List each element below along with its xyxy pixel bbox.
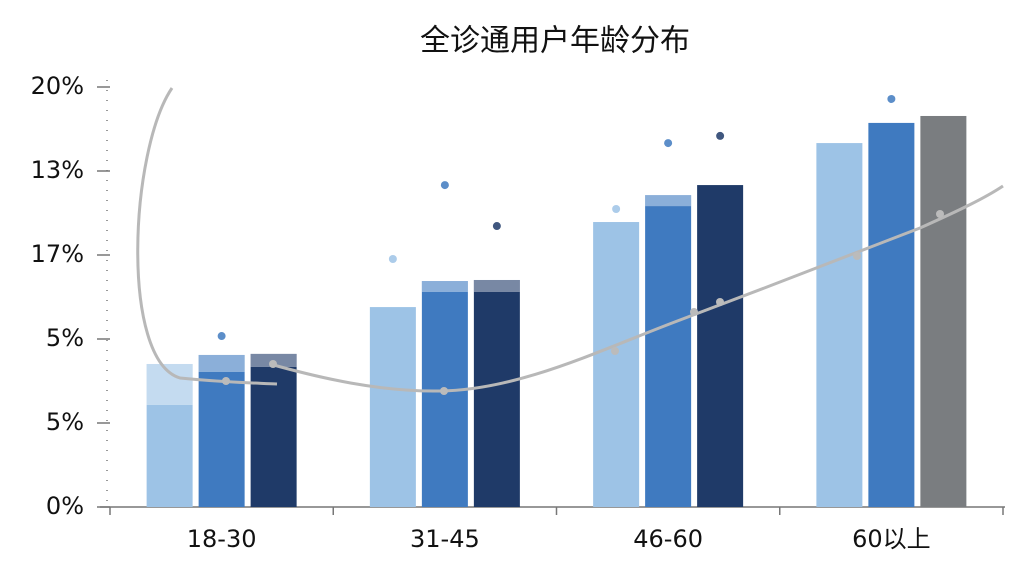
y-tick-label: 5% <box>46 408 84 436</box>
bar-cap <box>421 281 468 292</box>
bars <box>146 115 967 507</box>
bar <box>473 291 520 507</box>
dot <box>388 254 397 263</box>
dot <box>612 205 621 214</box>
bar-cap-tint <box>645 195 692 207</box>
bar <box>593 222 640 507</box>
dot <box>492 222 501 231</box>
dot <box>217 332 226 341</box>
bar <box>868 122 915 507</box>
bar <box>250 366 297 507</box>
y-tick-label: 13% <box>31 156 84 184</box>
y-tick-label: 5% <box>46 324 84 352</box>
bar <box>369 307 416 507</box>
bar-cap <box>473 279 520 292</box>
bar <box>645 206 692 507</box>
bar-cap-tint <box>146 363 193 405</box>
bar-cap-tint <box>473 279 520 292</box>
bar <box>920 115 967 507</box>
dot <box>440 181 449 190</box>
dot <box>716 131 725 140</box>
dot <box>887 94 896 103</box>
x-tick-label: 31-45 <box>410 525 480 553</box>
bar-cap <box>198 354 245 372</box>
y-tick-label: 17% <box>31 240 84 268</box>
trend-dots <box>222 210 944 395</box>
x-tick-label: 60以上 <box>852 525 931 553</box>
bar <box>697 185 744 507</box>
bar-cap <box>645 195 692 207</box>
x-tick-label: 18-30 <box>187 525 257 553</box>
y-tick-label: 0% <box>46 492 84 520</box>
y-tick-label: 20% <box>31 72 84 100</box>
trend-curve <box>136 87 1004 393</box>
bar-cap-tint <box>421 281 468 292</box>
bar <box>816 143 863 507</box>
bar <box>421 291 468 507</box>
bar <box>198 371 245 507</box>
dot <box>664 139 673 148</box>
bar <box>146 404 193 507</box>
chart-title: 全诊通用户年龄分布 <box>420 24 690 59</box>
x-tick-label: 46-60 <box>633 525 703 553</box>
bar-cap-tint <box>198 354 245 372</box>
